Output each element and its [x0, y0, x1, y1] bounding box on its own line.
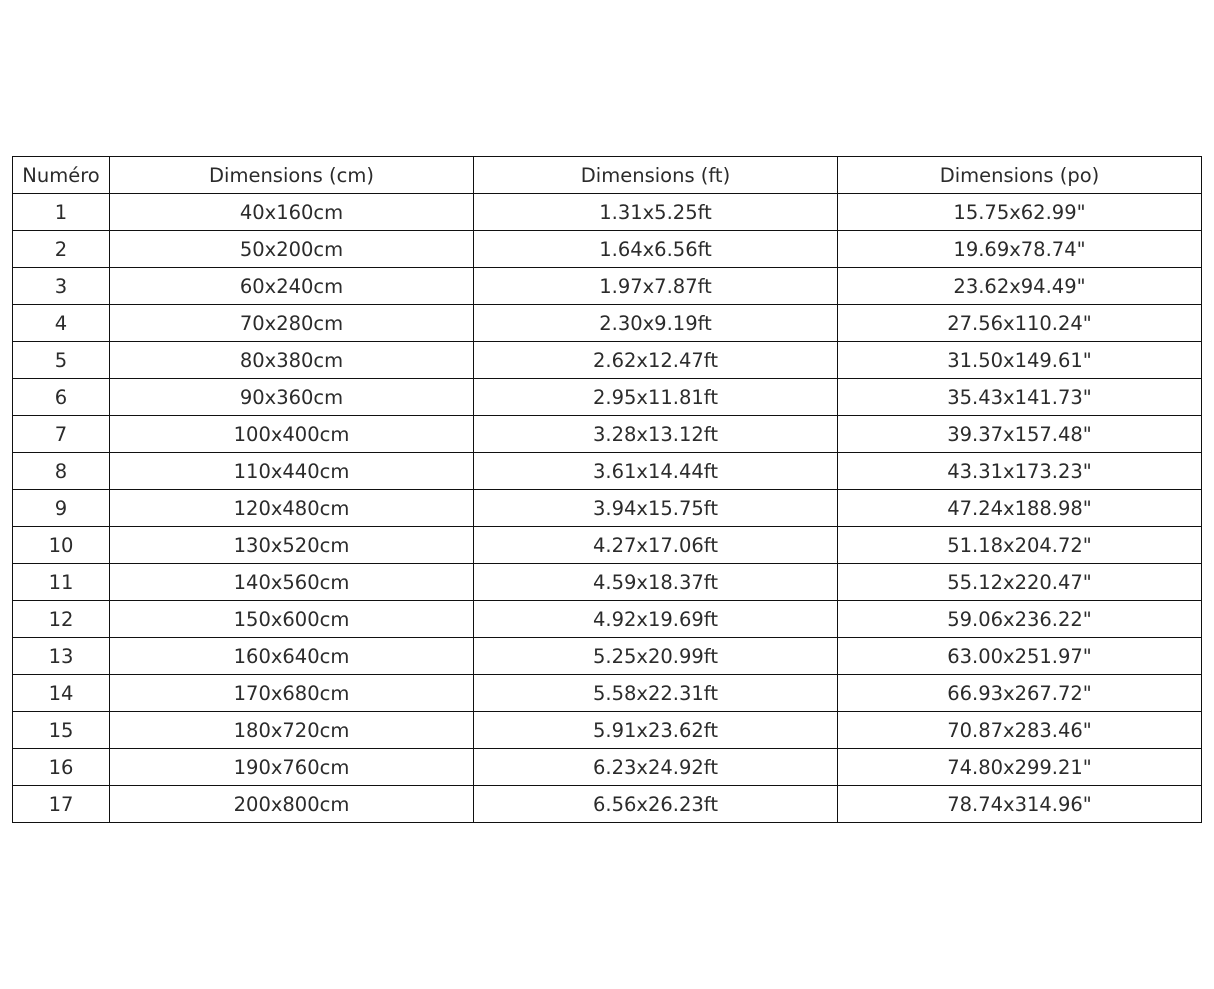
cell-dimensions-in: 63.00x251.97" — [837, 637, 1202, 675]
cell-number: 16 — [12, 748, 110, 786]
cell-dimensions-cm: 130x520cm — [109, 526, 474, 564]
cell-number: 11 — [12, 563, 110, 601]
table-row: 13 160x640cm 5.25x20.99ft 63.00x251.97" — [12, 637, 1202, 675]
cell-dimensions-cm: 200x800cm — [109, 785, 474, 823]
cell-dimensions-cm: 100x400cm — [109, 415, 474, 453]
cell-number: 6 — [12, 378, 110, 416]
cell-dimensions-in: 35.43x141.73" — [837, 378, 1202, 416]
cell-dimensions-cm: 150x600cm — [109, 600, 474, 638]
table-row: 4 70x280cm 2.30x9.19ft 27.56x110.24" — [12, 304, 1202, 342]
cell-dimensions-ft: 1.64x6.56ft — [473, 230, 838, 268]
table-row: 8 110x440cm 3.61x14.44ft 43.31x173.23" — [12, 452, 1202, 490]
cell-dimensions-ft: 4.59x18.37ft — [473, 563, 838, 601]
table-row: 17 200x800cm 6.56x26.23ft 78.74x314.96" — [12, 785, 1202, 823]
table-row: 2 50x200cm 1.64x6.56ft 19.69x78.74" — [12, 230, 1202, 268]
table-row: 9 120x480cm 3.94x15.75ft 47.24x188.98" — [12, 489, 1202, 527]
cell-dimensions-ft: 2.30x9.19ft — [473, 304, 838, 342]
header-dimensions-in: Dimensions (po) — [837, 156, 1202, 194]
header-dimensions-cm: Dimensions (cm) — [109, 156, 474, 194]
cell-dimensions-cm: 60x240cm — [109, 267, 474, 305]
cell-dimensions-in: 31.50x149.61" — [837, 341, 1202, 379]
cell-dimensions-in: 66.93x267.72" — [837, 674, 1202, 712]
cell-number: 3 — [12, 267, 110, 305]
table-row: 11 140x560cm 4.59x18.37ft 55.12x220.47" — [12, 563, 1202, 601]
table-row: 1 40x160cm 1.31x5.25ft 15.75x62.99" — [12, 193, 1202, 231]
cell-dimensions-in: 74.80x299.21" — [837, 748, 1202, 786]
table-row: 15 180x720cm 5.91x23.62ft 70.87x283.46" — [12, 711, 1202, 749]
cell-dimensions-cm: 190x760cm — [109, 748, 474, 786]
cell-dimensions-ft: 4.27x17.06ft — [473, 526, 838, 564]
cell-number: 5 — [12, 341, 110, 379]
cell-dimensions-cm: 160x640cm — [109, 637, 474, 675]
cell-number: 4 — [12, 304, 110, 342]
cell-dimensions-cm: 180x720cm — [109, 711, 474, 749]
cell-dimensions-in: 51.18x204.72" — [837, 526, 1202, 564]
cell-dimensions-ft: 2.95x11.81ft — [473, 378, 838, 416]
cell-dimensions-in: 43.31x173.23" — [837, 452, 1202, 490]
cell-dimensions-cm: 90x360cm — [109, 378, 474, 416]
cell-dimensions-in: 59.06x236.22" — [837, 600, 1202, 638]
cell-number: 7 — [12, 415, 110, 453]
cell-dimensions-in: 27.56x110.24" — [837, 304, 1202, 342]
table-row: 5 80x380cm 2.62x12.47ft 31.50x149.61" — [12, 341, 1202, 379]
cell-dimensions-ft: 3.28x13.12ft — [473, 415, 838, 453]
cell-number: 9 — [12, 489, 110, 527]
cell-number: 12 — [12, 600, 110, 638]
cell-dimensions-ft: 5.25x20.99ft — [473, 637, 838, 675]
cell-dimensions-ft: 5.58x22.31ft — [473, 674, 838, 712]
cell-number: 8 — [12, 452, 110, 490]
header-number: Numéro — [12, 156, 110, 194]
table-row: 14 170x680cm 5.58x22.31ft 66.93x267.72" — [12, 674, 1202, 712]
cell-dimensions-cm: 170x680cm — [109, 674, 474, 712]
cell-dimensions-in: 39.37x157.48" — [837, 415, 1202, 453]
cell-dimensions-in: 47.24x188.98" — [837, 489, 1202, 527]
header-row: Numéro Dimensions (cm) Dimensions (ft) D… — [12, 156, 1202, 194]
cell-dimensions-in: 78.74x314.96" — [837, 785, 1202, 823]
table-row: 12 150x600cm 4.92x19.69ft 59.06x236.22" — [12, 600, 1202, 638]
cell-dimensions-cm: 50x200cm — [109, 230, 474, 268]
cell-dimensions-ft: 6.23x24.92ft — [473, 748, 838, 786]
cell-dimensions-ft: 3.94x15.75ft — [473, 489, 838, 527]
table-row: 6 90x360cm 2.95x11.81ft 35.43x141.73" — [12, 378, 1202, 416]
cell-dimensions-in: 15.75x62.99" — [837, 193, 1202, 231]
cell-number: 13 — [12, 637, 110, 675]
cell-dimensions-cm: 110x440cm — [109, 452, 474, 490]
cell-dimensions-ft: 1.31x5.25ft — [473, 193, 838, 231]
cell-number: 10 — [12, 526, 110, 564]
table-body: 1 40x160cm 1.31x5.25ft 15.75x62.99" 2 50x200c… — [12, 193, 1202, 823]
cell-dimensions-ft: 5.91x23.62ft — [473, 711, 838, 749]
cell-number: 1 — [12, 193, 110, 231]
cell-dimensions-ft: 2.62x12.47ft — [473, 341, 838, 379]
cell-dimensions-cm: 140x560cm — [109, 563, 474, 601]
cell-dimensions-ft: 4.92x19.69ft — [473, 600, 838, 638]
table-row: 16 190x760cm 6.23x24.92ft 74.80x299.21" — [12, 748, 1202, 786]
cell-dimensions-ft: 3.61x14.44ft — [473, 452, 838, 490]
cell-dimensions-in: 55.12x220.47" — [837, 563, 1202, 601]
cell-dimensions-in: 19.69x78.74" — [837, 230, 1202, 268]
cell-dimensions-in: 70.87x283.46" — [837, 711, 1202, 749]
size-table: Numéro Dimensions (cm) Dimensions (ft) D… — [12, 156, 1202, 823]
cell-number: 14 — [12, 674, 110, 712]
cell-dimensions-cm: 70x280cm — [109, 304, 474, 342]
cell-dimensions-in: 23.62x94.49" — [837, 267, 1202, 305]
cell-number: 15 — [12, 711, 110, 749]
cell-dimensions-ft: 1.97x7.87ft — [473, 267, 838, 305]
cell-dimensions-cm: 80x380cm — [109, 341, 474, 379]
cell-dimensions-ft: 6.56x26.23ft — [473, 785, 838, 823]
table-row: 3 60x240cm 1.97x7.87ft 23.62x94.49" — [12, 267, 1202, 305]
table-row: 10 130x520cm 4.27x17.06ft 51.18x204.72" — [12, 526, 1202, 564]
cell-number: 17 — [12, 785, 110, 823]
cell-number: 2 — [12, 230, 110, 268]
header-dimensions-ft: Dimensions (ft) — [473, 156, 838, 194]
cell-dimensions-cm: 40x160cm — [109, 193, 474, 231]
cell-dimensions-cm: 120x480cm — [109, 489, 474, 527]
table-row: 7 100x400cm 3.28x13.12ft 39.37x157.48" — [12, 415, 1202, 453]
